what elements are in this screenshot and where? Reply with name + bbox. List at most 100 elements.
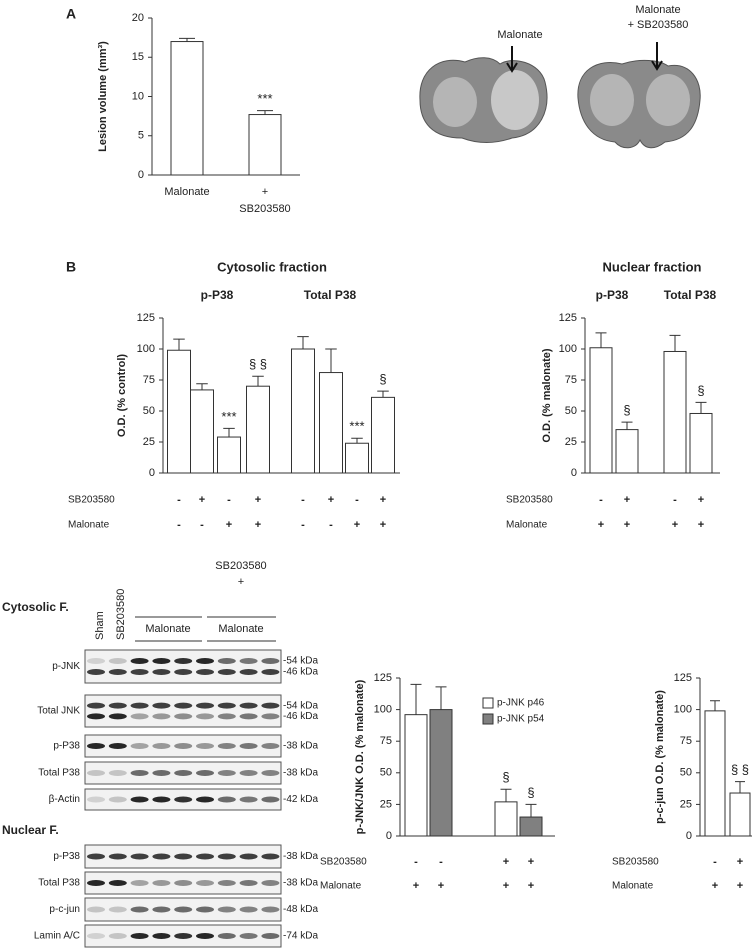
blot-band <box>261 713 280 720</box>
y-tick-label: 75 <box>380 735 392 747</box>
blot-band <box>217 933 236 939</box>
blot-band <box>196 658 214 664</box>
blot-row-label: Total JNK <box>37 706 80 717</box>
blot-band <box>130 796 149 803</box>
blot-band <box>217 743 236 749</box>
blot-band <box>87 713 105 720</box>
blot-band <box>108 853 127 860</box>
group-label: p-P38 <box>596 288 629 302</box>
error-bar <box>252 375 264 387</box>
treatment-symbol: + <box>624 494 630 506</box>
blot-frame <box>84 734 282 758</box>
blot-band <box>87 933 105 939</box>
error-bar <box>297 336 309 349</box>
kda-label: -38 kDa <box>283 768 318 779</box>
blot-band <box>239 770 258 776</box>
bar <box>319 372 343 474</box>
error-bar <box>435 686 447 710</box>
blot-row-label: Total P38 <box>38 768 80 779</box>
treatment-symbol: + <box>528 856 534 868</box>
blot-band <box>174 933 193 939</box>
legend-swatch <box>482 697 494 709</box>
treatment-symbol: + <box>380 519 386 531</box>
y-tick-label: 10 <box>132 90 144 102</box>
error-bar <box>325 348 337 373</box>
blot-band <box>108 933 127 939</box>
significance: *** <box>221 409 236 424</box>
blot-band <box>174 713 193 720</box>
bar <box>663 350 687 474</box>
error-bar <box>695 401 707 414</box>
blot-band <box>196 933 214 939</box>
error-bar <box>351 437 363 444</box>
significance: § <box>697 383 704 398</box>
blot-band <box>108 713 127 720</box>
blot-band <box>108 770 127 776</box>
treatment-label: SB203580 <box>612 857 659 868</box>
treatment-symbol: - <box>301 494 305 506</box>
bar <box>615 429 639 474</box>
blot-band <box>196 702 214 709</box>
error-bar <box>525 803 537 818</box>
error-bar <box>621 421 633 430</box>
blot-band <box>174 702 193 709</box>
blot-band <box>261 906 280 913</box>
blot-band <box>152 658 171 664</box>
blot-band <box>87 702 105 709</box>
treatment-symbol: + <box>698 494 704 506</box>
y-tick-label: 75 <box>680 735 692 747</box>
treatment-symbol: + <box>672 519 678 531</box>
y-tick-label: 100 <box>137 343 155 355</box>
y-tick-label: 125 <box>374 672 392 684</box>
treatment-symbol: + <box>255 519 261 531</box>
brain-image <box>419 57 701 149</box>
arrow <box>651 42 663 71</box>
treatment-symbol: - <box>227 494 231 506</box>
treatment-label: Malonate <box>612 881 654 892</box>
treatment-symbol: + <box>698 519 704 531</box>
x-tick-label: Malonate <box>164 186 209 198</box>
significance: *** <box>257 91 272 106</box>
bar <box>170 41 204 176</box>
treatment-symbol: - <box>329 519 333 531</box>
blot-band <box>174 853 193 860</box>
blot-band <box>217 880 236 886</box>
blot-row-label: p-P38 <box>53 741 80 752</box>
blot-band <box>217 853 236 860</box>
y-tick-label: 0 <box>686 830 692 842</box>
blot-band <box>196 796 214 803</box>
error-bar <box>669 334 681 352</box>
blot-band <box>261 796 280 803</box>
blot-band <box>261 702 280 709</box>
blot-frame <box>84 871 282 895</box>
blot-frame <box>84 649 282 684</box>
y-tick-label: 25 <box>380 798 392 810</box>
blot-row-label: Total P38 <box>38 878 80 889</box>
treatment-symbol: + <box>438 880 444 892</box>
y-tick-label: 100 <box>559 343 577 355</box>
error-bar <box>735 781 745 794</box>
blot-band <box>239 669 258 675</box>
kda-label: -54 kDa <box>283 700 318 711</box>
treatment-label: SB203580 <box>506 495 553 506</box>
blot-band <box>87 669 105 675</box>
chart-title: Nuclear fraction <box>603 259 702 274</box>
bar <box>167 349 191 474</box>
blot-frame <box>84 694 282 728</box>
blot-band <box>217 702 236 709</box>
significance: § <box>379 372 386 387</box>
blot-band <box>239 702 258 709</box>
blot-column-label: SB203580 <box>115 589 127 640</box>
blot-row-label: β-Actin <box>49 794 80 805</box>
blot-band <box>152 770 171 776</box>
kda-label: -74 kDa <box>283 931 318 942</box>
y-axis-label: p-JNK/JNK O.D. (% malonate) <box>354 679 366 834</box>
treatment-symbol: + <box>226 519 232 531</box>
kda-label: -38 kDa <box>283 878 318 889</box>
blot-band <box>217 669 236 675</box>
y-tick-label: 50 <box>380 767 392 779</box>
blot-band <box>152 713 171 720</box>
y-axis-label: O.D. (% malonate) <box>541 348 553 442</box>
blot-band <box>87 906 105 913</box>
kda-label: -48 kDa <box>283 904 318 915</box>
